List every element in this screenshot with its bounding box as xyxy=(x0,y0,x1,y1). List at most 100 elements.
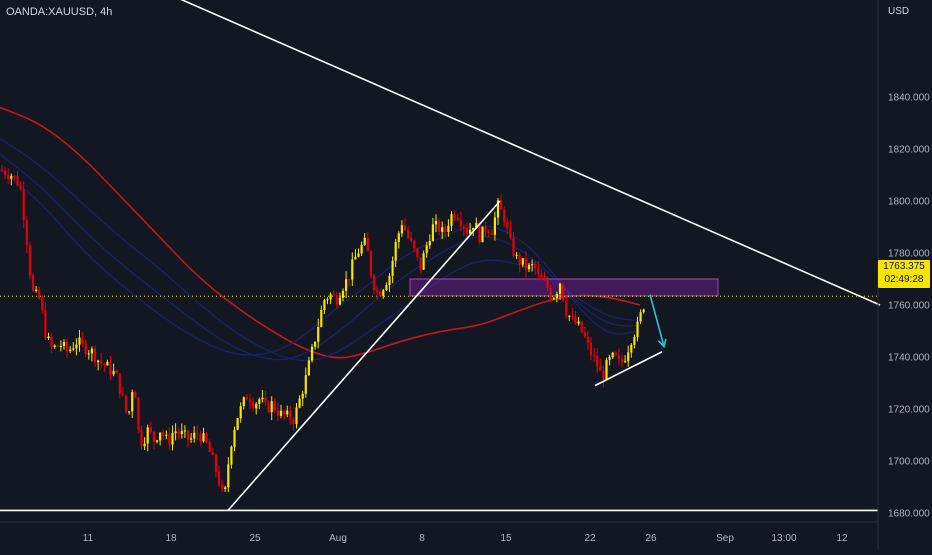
candle-body xyxy=(16,176,19,186)
candle-body xyxy=(320,310,323,327)
candle xyxy=(490,229,493,236)
candle-body xyxy=(118,373,121,394)
candle xyxy=(372,273,376,295)
candle-body xyxy=(224,487,227,490)
candle-body xyxy=(276,410,279,416)
candle-body xyxy=(103,363,106,366)
candle-body xyxy=(47,336,50,339)
candle xyxy=(484,221,487,237)
candle xyxy=(620,354,624,368)
candle xyxy=(13,175,16,181)
candle xyxy=(25,216,28,254)
candle xyxy=(103,362,106,372)
y-tick-label: 1820.000 xyxy=(888,145,930,156)
candle xyxy=(106,359,109,366)
trendline xyxy=(227,200,501,511)
candle-body xyxy=(236,418,239,430)
candle xyxy=(434,214,438,233)
candle xyxy=(267,400,270,414)
candle xyxy=(171,425,174,451)
candle xyxy=(379,288,382,297)
candle-body xyxy=(28,245,31,276)
candle-body xyxy=(177,431,180,434)
candle xyxy=(159,432,162,446)
candle xyxy=(193,426,196,443)
candle-body xyxy=(357,253,360,257)
candle-body xyxy=(484,226,487,232)
x-tick-label: Sep xyxy=(716,533,734,544)
candle-body xyxy=(518,254,521,265)
candle-body xyxy=(521,258,524,265)
candle-body xyxy=(624,361,627,363)
candle-body xyxy=(332,294,335,296)
candle-body xyxy=(571,315,574,317)
candle-body xyxy=(419,257,422,270)
candle-body xyxy=(100,360,103,364)
candle xyxy=(636,316,639,342)
candle xyxy=(385,282,388,291)
x-tick-label: 11 xyxy=(83,533,94,544)
candle-body xyxy=(196,432,199,434)
candle-body xyxy=(602,370,605,380)
candle-body xyxy=(500,200,503,210)
y-tick-label: 1720.000 xyxy=(888,405,930,416)
candle xyxy=(562,283,565,302)
candle xyxy=(583,326,586,339)
candle-body xyxy=(537,268,540,274)
candle-body xyxy=(642,309,645,313)
y-tick-label: 1780.000 xyxy=(888,249,930,260)
candle xyxy=(438,218,441,236)
candle-body xyxy=(261,397,264,400)
candle-body xyxy=(416,248,419,258)
candle-body xyxy=(22,189,25,221)
candle-body xyxy=(403,225,407,231)
candle-body xyxy=(75,344,78,349)
candle xyxy=(574,311,577,325)
candle xyxy=(341,288,345,302)
candle-body xyxy=(53,345,56,347)
candle-body xyxy=(379,291,382,297)
candle-body xyxy=(295,407,298,425)
candle xyxy=(413,239,416,253)
candle xyxy=(190,432,193,443)
candle xyxy=(524,251,527,278)
candle xyxy=(503,206,506,227)
candle-body xyxy=(630,344,633,353)
candle-body xyxy=(131,391,134,412)
candle-body xyxy=(19,185,22,190)
bar-countdown: 02:49:28 xyxy=(884,274,924,285)
candle xyxy=(453,210,456,222)
candles xyxy=(0,165,645,493)
candle-body xyxy=(589,342,593,356)
candle xyxy=(512,231,515,259)
candle-body xyxy=(165,434,168,436)
candle xyxy=(162,429,165,441)
candle-body xyxy=(456,217,459,220)
candle xyxy=(44,302,47,341)
candle xyxy=(22,181,25,229)
candle xyxy=(16,170,19,187)
x-tick-label: 18 xyxy=(165,533,177,544)
candle-body xyxy=(41,298,44,311)
candle xyxy=(351,252,354,286)
candle-body xyxy=(233,429,236,447)
candle xyxy=(419,257,422,274)
candle xyxy=(304,367,307,398)
candle-body xyxy=(447,225,450,232)
candle-body xyxy=(252,401,255,409)
candle-body xyxy=(258,399,261,404)
candle xyxy=(388,273,391,292)
candle-body xyxy=(128,411,131,413)
candle xyxy=(602,365,605,388)
candle xyxy=(633,334,636,349)
candle-body xyxy=(214,454,217,472)
candle-body xyxy=(78,337,81,345)
moving-average-line xyxy=(0,153,640,361)
candle-body xyxy=(217,471,221,485)
candle-body xyxy=(208,442,211,453)
candle-body xyxy=(605,359,608,380)
candle-body xyxy=(400,225,403,234)
candle-body xyxy=(608,357,611,360)
